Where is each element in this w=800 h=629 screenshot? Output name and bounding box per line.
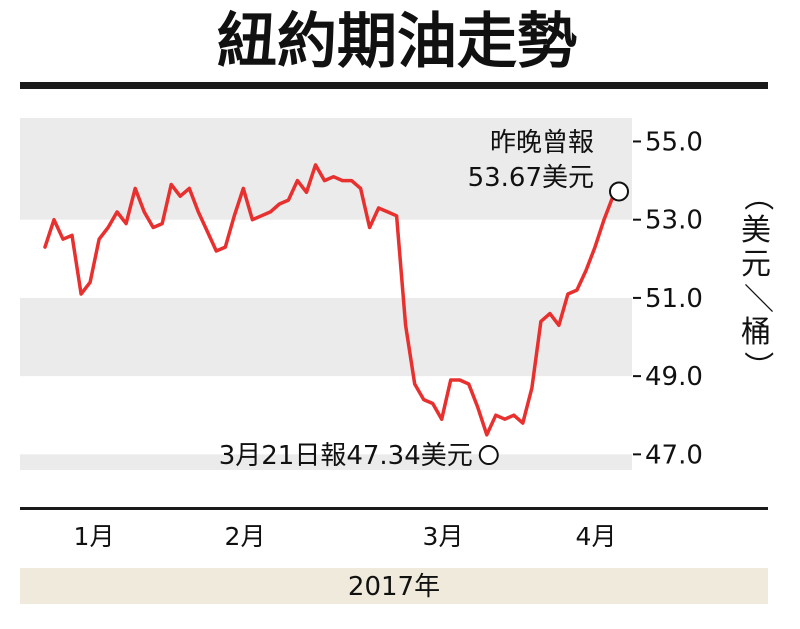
latest-point-label-line1: 昨晚曾報: [490, 128, 594, 158]
latest-point-label-line2: 53.67美元: [468, 163, 594, 193]
y-tick-label: 55.0: [645, 127, 703, 157]
x-tick-label: 3月: [423, 522, 464, 551]
chart-title: 紐約期油走勢: [217, 7, 577, 77]
unit-label-char: 元: [741, 247, 771, 282]
x-tick-label: 2月: [225, 522, 266, 551]
x-axis-months: 1月 2月 3月 4月: [74, 522, 617, 551]
unit-label-char: （: [740, 181, 775, 211]
y-tick-label: 49.0: [645, 362, 703, 392]
grid-band: [20, 118, 632, 220]
unit-label-char: 美: [741, 213, 771, 248]
grid-bands: [20, 118, 632, 470]
title-rule: [20, 82, 768, 89]
y-tick-label: 53.0: [645, 206, 703, 236]
unit-label-char: 桶: [741, 315, 771, 350]
y-axis: 55.0 53.0 51.0 49.0 47.0: [633, 127, 703, 470]
unit-label: （美元／桶）: [740, 181, 775, 381]
x-tick-label: 4月: [576, 522, 617, 551]
grid-band: [20, 297, 632, 377]
x-tick-label: 1月: [74, 522, 115, 551]
price-series-line: [43, 163, 615, 437]
year-band: [20, 568, 768, 604]
year-label: 2017年: [348, 572, 440, 602]
x-axis-rule: [20, 507, 768, 510]
y-tick-label: 51.0: [645, 284, 703, 314]
annotations: 3月21日報47.34美元 昨晚曾報 53.67美元: [219, 128, 629, 471]
latest-point-marker: [609, 181, 629, 202]
low-point-marker: [478, 445, 499, 466]
unit-label-char: ）: [740, 351, 775, 381]
grid-band: [20, 454, 632, 470]
low-point-label: 3月21日報47.34美元: [219, 441, 473, 471]
unit-label-char: ／: [740, 283, 775, 313]
y-tick-label: 47.0: [645, 440, 703, 470]
